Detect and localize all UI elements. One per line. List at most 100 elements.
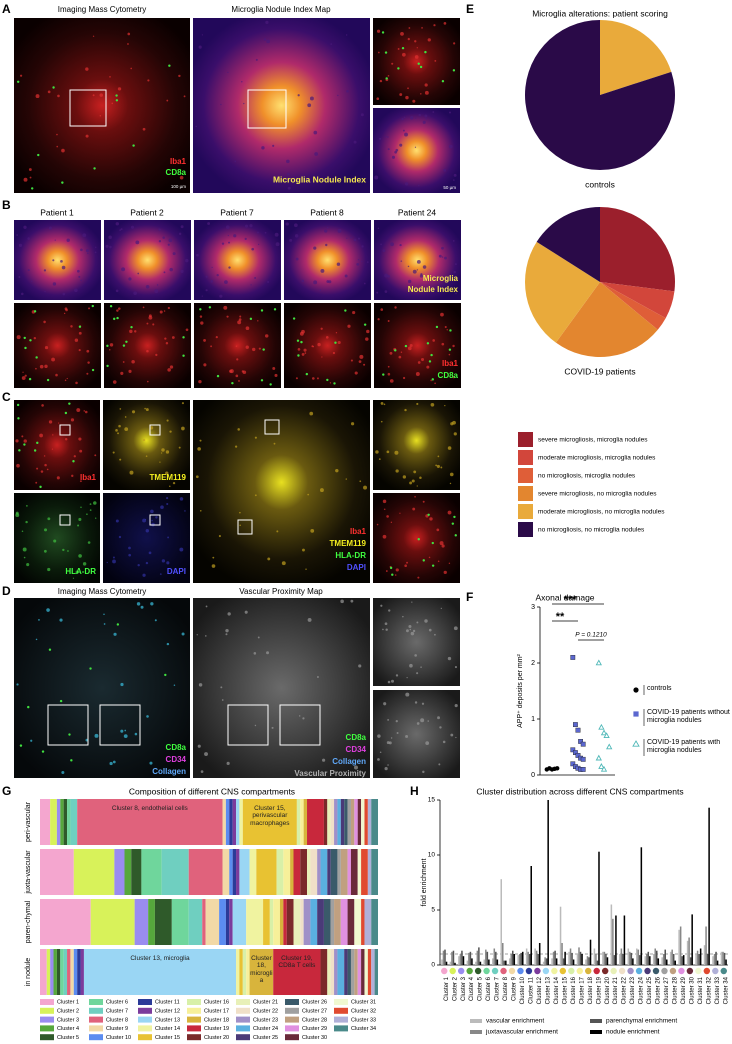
speckle: [150, 509, 154, 514]
speckle: [129, 329, 133, 334]
bar-segment: [50, 949, 54, 995]
cell: [61, 181, 64, 184]
bar: [461, 950, 463, 965]
bar: [654, 948, 656, 965]
speckle: [389, 351, 393, 355]
bar: [547, 800, 549, 965]
speckle: [409, 481, 413, 485]
bar: [571, 952, 573, 965]
legend-label: moderate microgliosis, microglia nodules: [538, 455, 656, 462]
bar: [538, 943, 541, 965]
speckle: [137, 272, 140, 275]
speckle: [375, 450, 379, 454]
speckle: [133, 291, 138, 296]
speckle: [391, 62, 394, 65]
legend-label: Cluster 9: [106, 1026, 128, 1032]
speckle: [105, 244, 109, 248]
speckle: [409, 628, 412, 631]
speckle: [386, 450, 390, 454]
bar: [639, 955, 641, 965]
speckle: [78, 517, 82, 521]
speckle: [447, 510, 452, 515]
speckle: [452, 376, 455, 379]
bar-segment: [303, 799, 308, 845]
bar-segment: [361, 799, 365, 845]
bar-segment: [290, 849, 294, 895]
bar: [528, 954, 531, 965]
speckle: [124, 729, 127, 732]
bar-annotation: Cluster 15, perivascular macrophages: [250, 805, 289, 827]
bar: [646, 954, 648, 965]
bar: [669, 951, 672, 965]
speckle: [84, 410, 88, 414]
cell: [106, 344, 109, 348]
speckle: [395, 720, 398, 723]
x-tick-label: Cluster 34: [723, 976, 729, 1004]
micrograph: [14, 400, 100, 490]
micrograph: [284, 220, 371, 300]
x-tick-label: Cluster 24: [639, 976, 645, 1004]
legend-label: Cluster 25: [253, 1035, 278, 1041]
label: Iba1: [442, 359, 459, 368]
column-title: Patient 1: [40, 207, 74, 217]
speckle: [64, 438, 68, 441]
cell: [106, 364, 109, 368]
speckle: [115, 289, 119, 293]
speckle: [184, 510, 186, 512]
cell: [33, 449, 37, 452]
label: Iba1: [170, 157, 187, 166]
speckle: [434, 382, 436, 385]
speckle: [144, 407, 146, 410]
speckle: [411, 479, 415, 483]
speckle: [275, 242, 280, 247]
cell: [428, 360, 432, 363]
speckle: [448, 353, 451, 356]
inset-box: [59, 424, 71, 436]
speckle: [116, 309, 119, 312]
legend-label: COVID-19 patients without microglia nodu…: [647, 709, 730, 724]
bar-segment: [77, 949, 81, 995]
bar: [629, 951, 631, 965]
speckle: [382, 534, 387, 539]
bar-segment: [263, 899, 270, 945]
speckle: [56, 145, 59, 148]
speckle: [289, 238, 293, 242]
speckle: [73, 455, 76, 458]
cell: [391, 573, 394, 576]
cell: [23, 336, 26, 340]
bar-segment: [357, 849, 362, 895]
legend-label: Cluster 7: [106, 1008, 128, 1014]
speckle: [399, 512, 401, 514]
bar: [615, 915, 617, 965]
speckle: [140, 605, 144, 609]
speckle: [220, 103, 222, 106]
bar-segment: [219, 899, 226, 945]
speckle: [360, 113, 364, 117]
speckle: [387, 764, 389, 766]
bar: [561, 943, 563, 965]
bar-segment: [371, 899, 378, 945]
legend-swatch: [236, 1034, 250, 1041]
annotation: ***: [564, 594, 578, 606]
speckle: [332, 351, 336, 355]
bar-segment: [60, 949, 64, 995]
speckle: [15, 513, 20, 518]
speckle: [305, 568, 307, 570]
speckle: [295, 377, 298, 380]
bar-segment: [236, 799, 240, 845]
bar-segment: [83, 949, 237, 995]
bar: [715, 951, 717, 965]
bar-annotation: Cluster 8, endothelial cells: [111, 805, 188, 812]
legend-swatch: [138, 1007, 152, 1014]
speckle: [136, 602, 141, 606]
speckle: [432, 111, 435, 114]
bar: [525, 948, 528, 965]
speckle: [421, 358, 425, 362]
bar-segment: [320, 949, 328, 995]
bar-segment: [371, 849, 378, 895]
bar-segment: [361, 949, 365, 995]
speckle: [228, 266, 231, 269]
speckle: [115, 222, 120, 226]
speckle: [74, 288, 78, 293]
cell: [182, 336, 185, 339]
